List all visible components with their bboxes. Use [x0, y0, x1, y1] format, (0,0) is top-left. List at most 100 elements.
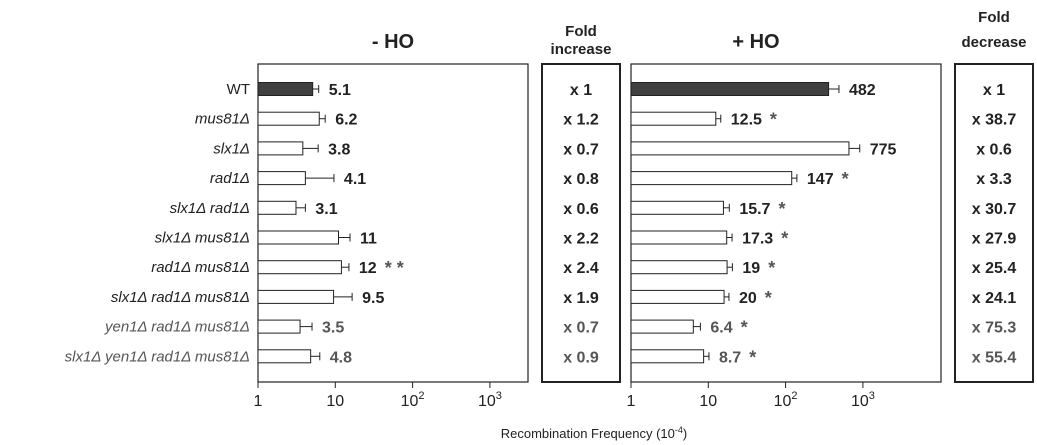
strain-label: slx1Δ mus81Δ: [155, 230, 250, 247]
bar: [630, 141, 850, 156]
strain-label: rad1Δ: [210, 170, 250, 187]
x-tick-exponent: 3: [496, 390, 502, 402]
fold-value: x 1.2: [563, 112, 599, 129]
data-label: 3.5: [322, 320, 344, 337]
fold-decrease-values: x 1 x 38.7 x 0.6 x 3.3 x 30.7 x 27.9 x 25.4 x 2…: [972, 82, 1017, 366]
significance-star: *: [770, 110, 777, 130]
fold-value: x 0.7: [563, 320, 599, 337]
data-label: 4.8: [330, 349, 352, 366]
bar: [257, 349, 312, 364]
bar: [257, 230, 339, 245]
data-label: 6.2: [335, 112, 357, 129]
strain-label: yen1Δ rad1Δ mus81Δ: [104, 319, 250, 336]
strain-label: slx1Δ rad1Δ mus81Δ: [111, 289, 250, 306]
data-label: 11: [360, 231, 377, 248]
bar: [257, 200, 297, 215]
significance-star: *: [749, 347, 756, 367]
bar: [630, 260, 728, 275]
fold-increase-values: x 1 x 1.2 x 0.7 x 0.8 x 0.6 x 2.2 x 2.4 x 1.9 x …: [563, 82, 599, 366]
strain-label: slx1Δ rad1Δ: [170, 200, 250, 217]
minus-ho-title: - HO: [372, 31, 414, 53]
fold-increase-title-line2: increase: [551, 41, 612, 58]
bar: [257, 82, 314, 96]
fold-value: x 24.1: [972, 290, 1017, 307]
bar: [630, 111, 717, 126]
data-label: 12.5: [731, 112, 762, 129]
bar: [630, 349, 705, 364]
fold-value: x 0.8: [563, 171, 599, 188]
significance-star: *: [741, 318, 748, 338]
minus-ho-plot-frame: [257, 63, 529, 383]
bar: [257, 111, 320, 126]
bar: [630, 289, 725, 304]
data-label: 775: [870, 141, 897, 158]
bar: [257, 289, 335, 304]
fold-value: x 0.6: [563, 201, 599, 218]
fold-value: x 0.7: [563, 141, 599, 158]
x-tick-label: 1: [627, 393, 636, 410]
x-tick-exponent: 3: [869, 390, 875, 402]
data-label: 3.8: [328, 141, 350, 158]
x-tick-label: 102: [401, 390, 425, 410]
x-tick-base: 1: [254, 393, 263, 410]
bar: [630, 319, 694, 334]
bar: [257, 141, 304, 156]
data-label: 19: [742, 260, 760, 277]
strain-labels: WT mus81Δ slx1Δ rad1Δ slx1Δ rad1Δ slx1Δ mus81…: [65, 81, 250, 365]
fold-value: x 2.2: [563, 231, 599, 248]
fold-value: x 3.3: [976, 171, 1012, 188]
x-tick-base: 10: [699, 393, 717, 410]
x-axis-label-exponent: -4: [675, 425, 683, 435]
x-tick-base: 1: [627, 393, 636, 410]
fold-decrease-title-line1: Fold: [978, 9, 1010, 26]
fold-value: x 0.9: [563, 349, 599, 366]
minus-ho-x-axis-ticks: 1 10 102 103: [254, 382, 502, 410]
bar: [257, 171, 306, 186]
fold-decrease-frame: [954, 63, 1034, 383]
plus-ho-x-axis-ticks: 1 10 102 103: [627, 382, 875, 410]
strain-label: slx1Δ: [213, 140, 250, 157]
data-label: 6.4: [710, 320, 732, 337]
x-tick-label: 10: [326, 393, 344, 410]
fold-decrease-title-line2: decrease: [961, 34, 1026, 51]
significance-star: *: [781, 229, 788, 249]
x-tick-label: 102: [774, 390, 798, 410]
strain-label: rad1Δ mus81Δ: [151, 259, 250, 276]
fold-value: x 1.9: [563, 290, 599, 307]
x-axis-label-end: ): [683, 426, 687, 441]
fold-value: x 27.9: [972, 231, 1017, 248]
x-tick-exponent: 2: [791, 390, 797, 402]
x-tick-base: 10: [774, 393, 792, 410]
significance-star: *: [765, 288, 772, 308]
strain-label: WT: [227, 81, 250, 98]
data-label: 12: [359, 260, 377, 277]
fold-value: x 30.7: [972, 201, 1017, 218]
bar: [257, 260, 342, 275]
fold-value: x 38.7: [972, 112, 1017, 129]
x-tick-exponent: 2: [418, 390, 424, 402]
fold-value: x 75.3: [972, 320, 1017, 337]
data-label: 15.7: [739, 201, 770, 218]
bar: [630, 200, 724, 215]
significance-star: * *: [385, 258, 404, 278]
fold-value: x 25.4: [972, 260, 1017, 277]
minus-ho-bars: 5.1 6.2 3.8 4.1 3.1 11 12 * *9.5 3.5 4.8: [257, 82, 404, 366]
significance-star: *: [842, 169, 849, 189]
bar: [257, 319, 301, 334]
x-tick-label: 1: [254, 393, 263, 410]
fold-value: x 1: [570, 82, 592, 99]
fold-value: x 1: [983, 82, 1005, 99]
fold-increase-frame: [541, 63, 621, 383]
strain-label: slx1Δ yen1Δ rad1Δ mus81Δ: [65, 348, 250, 365]
data-label: 3.1: [315, 201, 337, 218]
significance-star: *: [778, 199, 785, 219]
data-label: 17.3: [742, 231, 773, 248]
x-tick-label: 103: [851, 390, 875, 410]
significance-star: *: [768, 258, 775, 278]
x-tick-label: 103: [478, 390, 502, 410]
x-axis-label: Recombination Frequency (10-4): [501, 425, 688, 441]
fold-value: x 2.4: [563, 260, 599, 277]
bar: [630, 82, 830, 96]
data-label: 20: [739, 290, 757, 307]
